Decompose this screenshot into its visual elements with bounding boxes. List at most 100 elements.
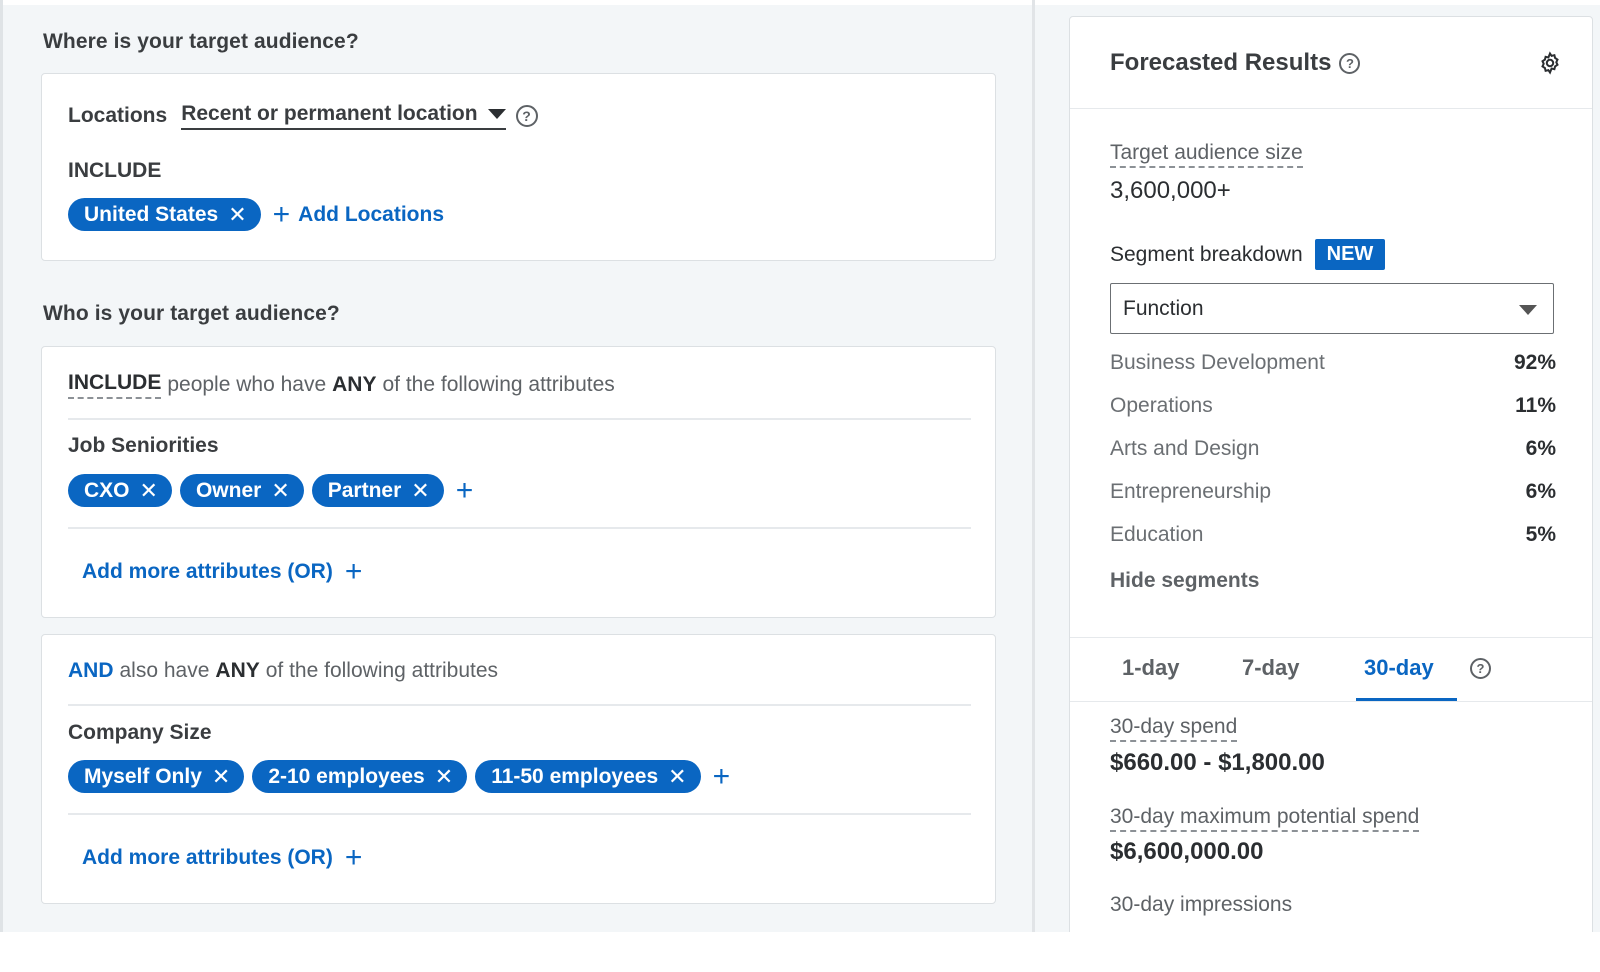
job-seniority-chips-row: CXO ✕ Owner ✕ Partner ✕ +	[68, 474, 473, 507]
close-icon[interactable]: ✕	[139, 477, 158, 503]
help-circle-icon[interactable]: ?	[515, 105, 538, 127]
max-spend-row: 30-day maximum potential spend	[1110, 805, 1420, 832]
separator	[68, 527, 971, 529]
locations-label: Locations	[68, 104, 168, 127]
plus-icon[interactable]: +	[712, 759, 731, 793]
plus-icon[interactable]: +	[455, 473, 474, 507]
location-section-title: Where is your target audience?	[43, 30, 359, 53]
include-group-card: INCLUDE people who have ANY of the follo…	[41, 346, 996, 618]
company-size-chip[interactable]: Myself Only ✕	[68, 760, 245, 793]
close-icon[interactable]: ✕	[271, 477, 290, 503]
locations-row: Locations Recent or permanent location ?	[68, 102, 538, 130]
and-group-header: AND also have ANY of the following attri…	[68, 659, 498, 683]
location-chip-label: United States	[84, 202, 219, 226]
seniority-chip[interactable]: Owner ✕	[179, 474, 304, 507]
include-group-header: INCLUDE people who have ANY of the follo…	[68, 371, 615, 399]
caret-down-icon	[487, 109, 506, 119]
location-type-dropdown[interactable]: Recent or permanent location	[181, 102, 506, 130]
and-text-b: of the following attributes	[265, 659, 499, 682]
segment-breakdown-row: Segment breakdown NEW	[1110, 239, 1386, 270]
plus-icon[interactable]: +	[344, 555, 363, 588]
chip-label: Myself Only	[84, 764, 202, 788]
close-icon[interactable]: ✕	[211, 763, 231, 789]
segment-row: Operations 11%	[1110, 394, 1556, 418]
close-icon[interactable]: ✕	[434, 763, 454, 789]
audience-section-title: Who is your target audience?	[43, 302, 340, 325]
close-icon[interactable]: ✕	[411, 477, 430, 503]
segment-pct: 11%	[1515, 394, 1556, 417]
job-seniorities-label: Job Seniorities	[68, 434, 219, 457]
location-card: Locations Recent or permanent location ?…	[41, 73, 996, 261]
include-keyword[interactable]: INCLUDE	[68, 371, 162, 399]
max-spend-value: $6,600,000.00	[1110, 838, 1264, 865]
include-label-row: INCLUDE	[68, 159, 161, 183]
separator	[68, 704, 971, 706]
spend-label[interactable]: 30-day spend	[1110, 715, 1238, 742]
forecast-header: Forecasted Results ?	[1070, 17, 1592, 109]
plus-icon[interactable]: +	[344, 841, 363, 874]
add-more-attributes-link[interactable]: Add more attributes (OR)	[82, 846, 333, 869]
chip-label: 2-10 employees	[268, 764, 425, 788]
add-locations-link[interactable]: Add Locations	[298, 202, 445, 226]
include-label: INCLUDE	[68, 159, 162, 182]
chip-label: Owner	[195, 478, 262, 502]
segment-name: Operations	[1110, 394, 1213, 417]
include-text-a: people who have	[167, 373, 327, 396]
impressions-label[interactable]: 30-day impressions	[1110, 893, 1293, 916]
hide-segments-link[interactable]: Hide segments	[1110, 569, 1260, 592]
job-seniorities-row: Job Seniorities	[68, 434, 219, 458]
segment-row: Education 5%	[1110, 523, 1556, 547]
target-audience-row: Target audience size	[1110, 141, 1303, 168]
segment-pct: 5%	[1525, 523, 1556, 546]
location-chips-row: United States ✕ + Add Locations	[68, 198, 444, 231]
forecast-panel: Forecasted Results ? Target audience siz…	[1069, 16, 1593, 932]
separator	[68, 418, 971, 420]
forecast-title-row: Forecasted Results ?	[1110, 49, 1361, 77]
help-circle-icon[interactable]: ?	[1470, 658, 1491, 679]
tab-1-day[interactable]: 1-day	[1122, 655, 1180, 680]
separator	[68, 813, 971, 815]
campaign-targeting-screen: Where is your target audience? Locations…	[0, 0, 1600, 932]
plus-icon[interactable]: +	[272, 197, 291, 231]
seniority-chip[interactable]: Partner ✕	[311, 474, 444, 507]
company-size-chip[interactable]: 11-50 employees ✕	[475, 760, 701, 793]
segment-pct: 6%	[1525, 480, 1556, 503]
gear-icon[interactable]	[1538, 51, 1562, 75]
target-audience-label[interactable]: Target audience size	[1110, 141, 1303, 168]
target-audience-value: 3,600,000+	[1110, 177, 1231, 204]
company-size-chips-row: Myself Only ✕ 2-10 employees ✕ 11-50 emp…	[68, 760, 730, 793]
spend-value: $660.00 - $1,800.00	[1110, 749, 1325, 776]
column-divider	[1032, 0, 1035, 932]
segment-pct: 92%	[1513, 351, 1556, 374]
and-text-a: also have	[119, 659, 210, 682]
segment-select[interactable]: Function	[1110, 283, 1554, 334]
tab-30-day[interactable]: 30-day	[1364, 655, 1434, 680]
segment-name: Entrepreneurship	[1110, 480, 1272, 503]
chip-label: Partner	[327, 478, 402, 502]
add-more-row: Add more attributes (OR) +	[82, 557, 362, 587]
location-chip[interactable]: United States ✕	[68, 198, 261, 231]
forecast-title: Forecasted Results	[1110, 49, 1332, 76]
new-badge: NEW	[1314, 239, 1386, 270]
tab-7-day[interactable]: 7-day	[1242, 655, 1300, 680]
close-icon[interactable]: ✕	[668, 763, 687, 789]
active-tab-indicator	[1356, 698, 1457, 701]
segment-name: Business Development	[1110, 351, 1325, 374]
segment-row: Arts and Design 6%	[1110, 437, 1556, 461]
max-spend-label[interactable]: 30-day maximum potential spend	[1110, 805, 1420, 832]
segment-select-value: Function	[1123, 296, 1204, 320]
caret-down-icon	[1519, 305, 1537, 315]
segment-pct: 6%	[1525, 437, 1556, 460]
left-edge	[0, 0, 3, 932]
close-icon[interactable]: ✕	[228, 201, 247, 227]
company-size-label: Company Size	[68, 721, 212, 744]
top-edge	[0, 0, 1600, 5]
help-circle-icon[interactable]: ?	[1339, 52, 1361, 74]
company-size-chip[interactable]: 2-10 employees ✕	[252, 760, 468, 793]
spend-row: 30-day spend	[1110, 715, 1238, 742]
chip-label: 11-50 employees	[491, 764, 659, 788]
and-keyword[interactable]: AND	[68, 659, 114, 682]
add-more-attributes-link[interactable]: Add more attributes (OR)	[82, 560, 333, 583]
segment-name: Arts and Design	[1110, 437, 1260, 460]
seniority-chip[interactable]: CXO ✕	[68, 474, 172, 507]
